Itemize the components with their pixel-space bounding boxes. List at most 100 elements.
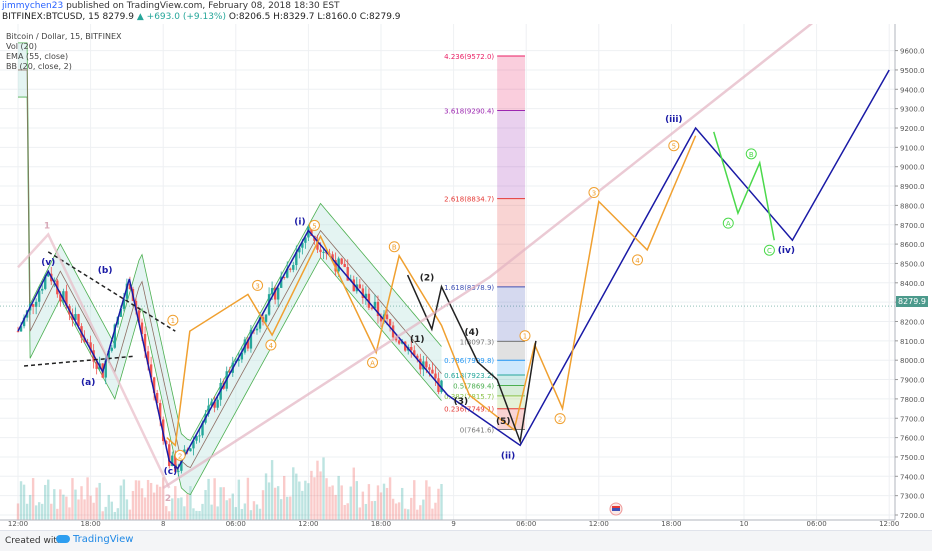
y-tick-label: 7600.0 [900, 435, 925, 443]
volume-bar [25, 503, 29, 520]
volume-bar [210, 504, 213, 520]
candle-body [428, 367, 431, 370]
volume-bar [189, 486, 192, 520]
candle-body [279, 276, 283, 288]
band-lower [18, 96, 442, 496]
candle-body [192, 440, 195, 449]
volume-bar [137, 480, 141, 520]
volume-bar [252, 501, 256, 520]
wave-label: 3 [592, 190, 596, 198]
candle-body [146, 351, 150, 365]
candle-body [65, 291, 68, 306]
wave-label-circle [308, 219, 320, 231]
x-tick-label: 18:00 [81, 520, 101, 528]
volume-bar [364, 503, 368, 520]
x-tick-label: 10 [740, 520, 749, 528]
candle-body [89, 342, 92, 351]
candle-body [44, 276, 47, 289]
volume-bar [316, 460, 319, 520]
volume-bar [337, 475, 340, 520]
volume-bar [404, 508, 407, 520]
volume-bar [301, 490, 304, 520]
volume-bar [183, 506, 186, 520]
candle-body [292, 265, 295, 270]
volume-bar [322, 457, 325, 520]
volume-bar [325, 478, 328, 520]
fib-zone [497, 56, 525, 111]
y-tick-label: 9300.0 [900, 106, 925, 114]
volume-bar [428, 486, 431, 520]
volume-bar [62, 494, 65, 520]
volume-bar [340, 485, 343, 520]
wave-label: (5) [496, 417, 511, 427]
candle-body [149, 364, 153, 378]
cloud-icon [56, 535, 70, 543]
candle-body [340, 258, 343, 264]
flag-icon[interactable] [609, 502, 623, 516]
candle-body [155, 392, 159, 404]
wave-label-circle [668, 140, 680, 152]
chart-grid [0, 24, 895, 520]
volume-bar [59, 489, 62, 520]
candle-body [322, 251, 325, 253]
wave-label-circle [763, 244, 775, 256]
volume-bar [77, 499, 80, 520]
volume-bar [56, 508, 59, 520]
volume-bar [434, 502, 437, 520]
candle-body [168, 444, 171, 467]
candle-body [210, 401, 213, 406]
volume-bar [422, 499, 425, 520]
volume-bar [391, 498, 395, 520]
volume-bar [255, 504, 259, 520]
volume-bar [388, 477, 392, 520]
candle-body [319, 249, 322, 253]
wave-label-circle [252, 279, 264, 291]
legend-volume[interactable]: Vol (20) [6, 42, 37, 51]
fib-level-label: 1(8097.3) [460, 338, 495, 346]
candle-body [83, 337, 86, 343]
volume-bar [174, 486, 177, 520]
candle-body [216, 399, 219, 408]
volume-bar [146, 479, 150, 520]
volume-bar [416, 509, 419, 520]
wave-label: (1) [410, 335, 425, 345]
volume-bar [104, 506, 107, 520]
symbol-line: BITFINEX:BTCUSD, 15 8279.9 ▲ +693.0 (+9.… [2, 12, 401, 22]
wave-label: A [370, 359, 375, 367]
wave-line [713, 131, 775, 241]
chart-header: jimmychen23 published on TradingView.com… [0, 0, 932, 24]
fib-level-label: 1.618(8378.9) [444, 284, 494, 292]
candle-body [410, 346, 413, 351]
volume-bar [162, 477, 165, 520]
published-text: published on TradingView.com, February 0… [66, 1, 340, 11]
y-tick-label: 8800.0 [900, 202, 925, 210]
volume-bar [119, 485, 123, 520]
volume-bar [273, 487, 277, 520]
candle-body [361, 288, 365, 298]
x-tick-label: 12:00 [8, 520, 28, 528]
price-chart[interactable]: 4.236(9572.0) 3.618(9290.4) 2.618(8834.7) 1… [0, 24, 932, 530]
tradingview-logo[interactable]: TradingView [56, 534, 133, 545]
volume-bar [270, 460, 274, 520]
legend-ema[interactable]: EMA (55, close) [6, 52, 69, 61]
volume-bar [22, 484, 26, 520]
legend-bollinger[interactable]: BB (20, close, 2) [6, 62, 72, 71]
band-basis [18, 69, 442, 468]
volume-bar [83, 499, 86, 520]
volume-bar [431, 508, 434, 520]
candle-body [95, 361, 98, 369]
volume-bar [28, 494, 32, 520]
wave-label-circle [265, 339, 277, 351]
candle-body [152, 377, 156, 393]
volume-bar [53, 489, 56, 520]
volume-bar [95, 487, 98, 520]
wave-label: (i) [294, 218, 305, 228]
candle-body [189, 448, 192, 452]
volume-bar [50, 503, 53, 520]
wave-label: (b) [98, 266, 113, 276]
author-link[interactable]: jimmychen23 [2, 1, 64, 11]
trend-line [162, 24, 814, 489]
volume-bar [65, 496, 68, 520]
volume-bar [165, 506, 168, 520]
volume-bar [34, 505, 38, 520]
